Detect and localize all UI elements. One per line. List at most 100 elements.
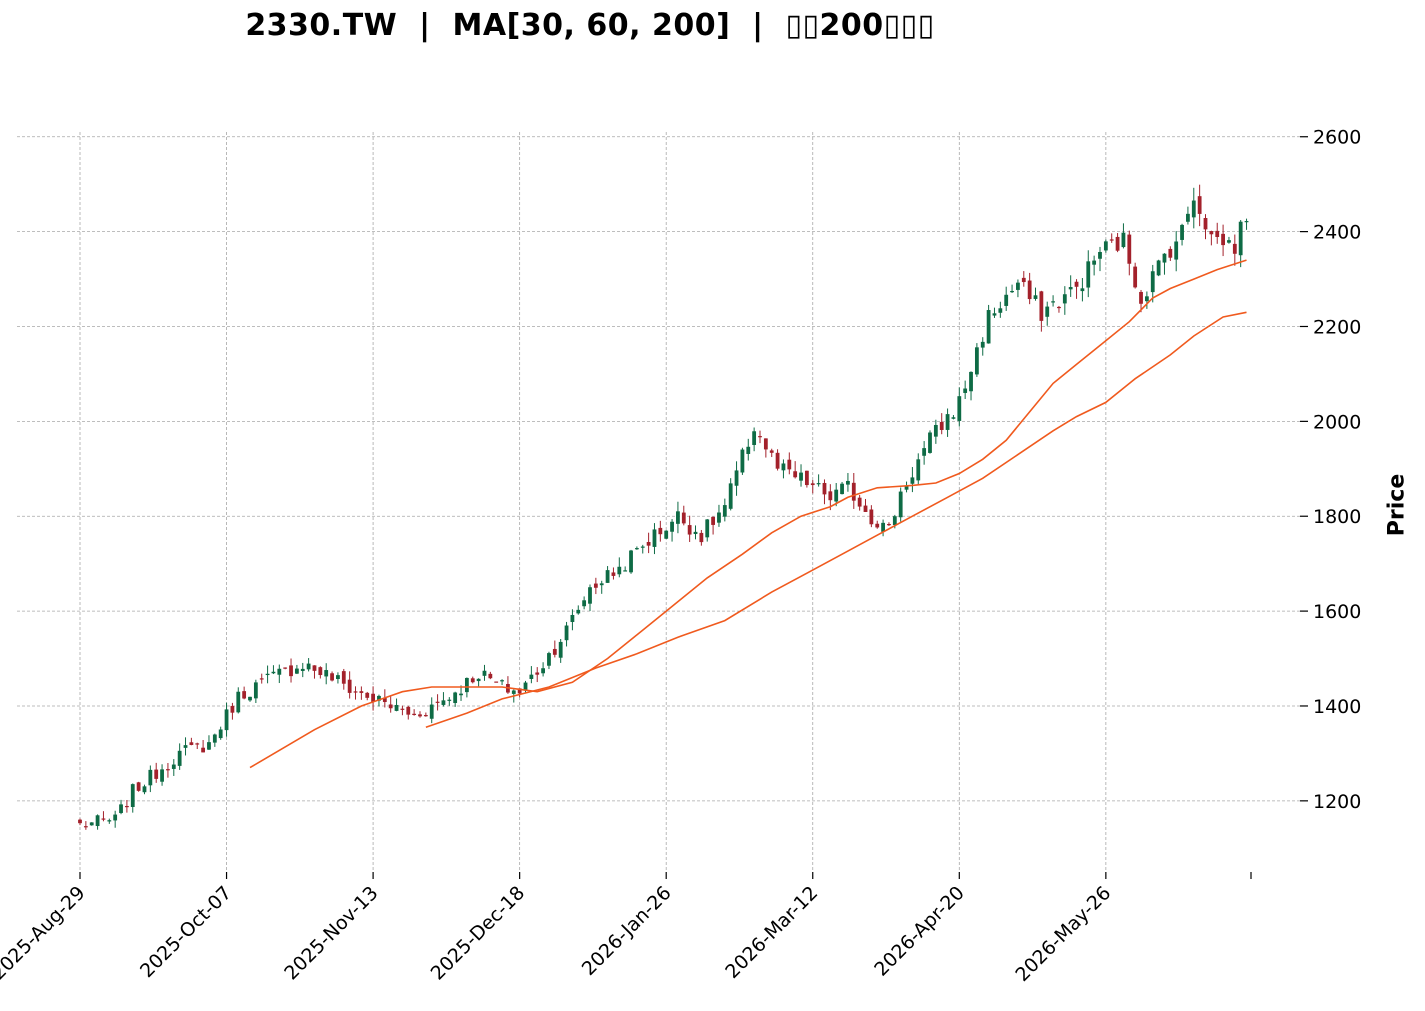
candle-body — [933, 424, 938, 437]
candle-body — [804, 470, 809, 486]
candle-body — [330, 673, 334, 681]
candle-body — [828, 491, 833, 501]
candle-body — [951, 417, 956, 419]
candle-body — [646, 542, 651, 546]
candle-body — [547, 653, 551, 666]
x-tick-label: 2026-May-26 — [1011, 882, 1115, 986]
candle-body — [840, 483, 844, 495]
candle-body — [664, 530, 669, 539]
candle-body — [681, 512, 686, 524]
candle-body — [781, 463, 786, 471]
candle-body — [787, 459, 792, 470]
x-tick-label: 2025-Aug-29 — [0, 882, 90, 984]
candle-body — [1068, 287, 1073, 290]
candle-body — [693, 531, 698, 535]
candle-body — [195, 743, 200, 745]
candle-body — [371, 693, 375, 703]
candle-body — [863, 505, 868, 512]
candle-body — [1215, 230, 1220, 238]
candle-body — [171, 764, 176, 769]
candle-body — [676, 511, 680, 524]
candle-body — [1109, 239, 1114, 241]
candle-body — [101, 818, 106, 820]
ma60-line — [425, 311, 1247, 729]
candle-body — [1010, 290, 1014, 293]
candle-body — [1186, 213, 1190, 222]
candle-body — [265, 673, 270, 676]
candle-body — [898, 491, 903, 518]
candle-body — [980, 341, 985, 348]
candle-body — [177, 750, 182, 766]
candle-body — [324, 670, 329, 677]
candle-body — [148, 769, 153, 786]
x-tick-label: 2025-Oct-07 — [136, 882, 236, 982]
candle-body — [253, 682, 258, 699]
candle-body — [459, 693, 463, 696]
candle-body — [1021, 277, 1026, 283]
candle-body — [728, 483, 733, 509]
x-tick-label: 2025-Dec-18 — [427, 882, 530, 985]
candle-body — [406, 706, 411, 715]
candle-body — [283, 667, 288, 669]
candle-body — [998, 308, 1003, 313]
candle-body — [1133, 266, 1138, 288]
candle-body — [1221, 233, 1225, 246]
candle-body — [218, 729, 223, 739]
y-tick-label: 2600 — [1313, 127, 1361, 149]
candle-body — [599, 583, 604, 586]
x-tick-label: 2026-Jan-26 — [578, 882, 676, 980]
candle-body — [1115, 236, 1120, 251]
y-axis-label: Price — [1384, 473, 1410, 537]
candle-body — [763, 438, 768, 450]
candle-body — [816, 483, 821, 485]
candle-body — [652, 529, 657, 547]
candle-body — [312, 665, 317, 671]
candle-body — [582, 600, 587, 607]
candle-body — [1203, 218, 1208, 230]
candle-body — [1174, 241, 1179, 260]
candle-body — [687, 525, 692, 535]
candle-body — [904, 485, 909, 490]
x-tick-label: 2026-Mar-12 — [721, 882, 822, 983]
candle-body — [1033, 295, 1038, 299]
candle-body — [130, 784, 135, 807]
candle-body — [593, 583, 598, 588]
candle-body — [740, 449, 745, 473]
candle-body — [529, 674, 534, 679]
candle-body — [318, 667, 323, 676]
candle-body — [418, 714, 422, 717]
candle-body — [201, 747, 206, 753]
candle-body — [769, 450, 774, 453]
candle-body — [89, 822, 94, 826]
candle-body — [441, 700, 446, 705]
candle-body — [476, 678, 481, 682]
candle-body — [922, 448, 927, 456]
candle-body — [670, 521, 674, 532]
candle-body — [236, 691, 241, 713]
candle-body — [1016, 282, 1020, 290]
candle-body — [969, 371, 973, 392]
candle-body — [119, 804, 123, 814]
candle-body — [306, 663, 311, 670]
candle-body — [793, 471, 798, 478]
candle-body — [359, 691, 364, 693]
candle-body — [517, 688, 522, 694]
candle-body — [939, 421, 944, 430]
candle-body — [1127, 234, 1132, 264]
candle-body — [857, 497, 862, 507]
candle-body — [248, 696, 252, 701]
candle-body — [1180, 224, 1184, 240]
candle-body — [377, 695, 381, 701]
candle-body — [83, 826, 88, 828]
candle-body — [605, 570, 610, 583]
candle-body — [1150, 271, 1155, 293]
candle-body — [699, 532, 704, 543]
candle-body — [910, 477, 915, 484]
candle-body — [746, 446, 751, 454]
candle-body — [78, 819, 82, 824]
candle-body — [154, 769, 159, 779]
candle-body — [564, 625, 569, 641]
candle-body — [300, 668, 305, 671]
candle-body — [957, 396, 962, 421]
candle-body — [1232, 243, 1237, 254]
